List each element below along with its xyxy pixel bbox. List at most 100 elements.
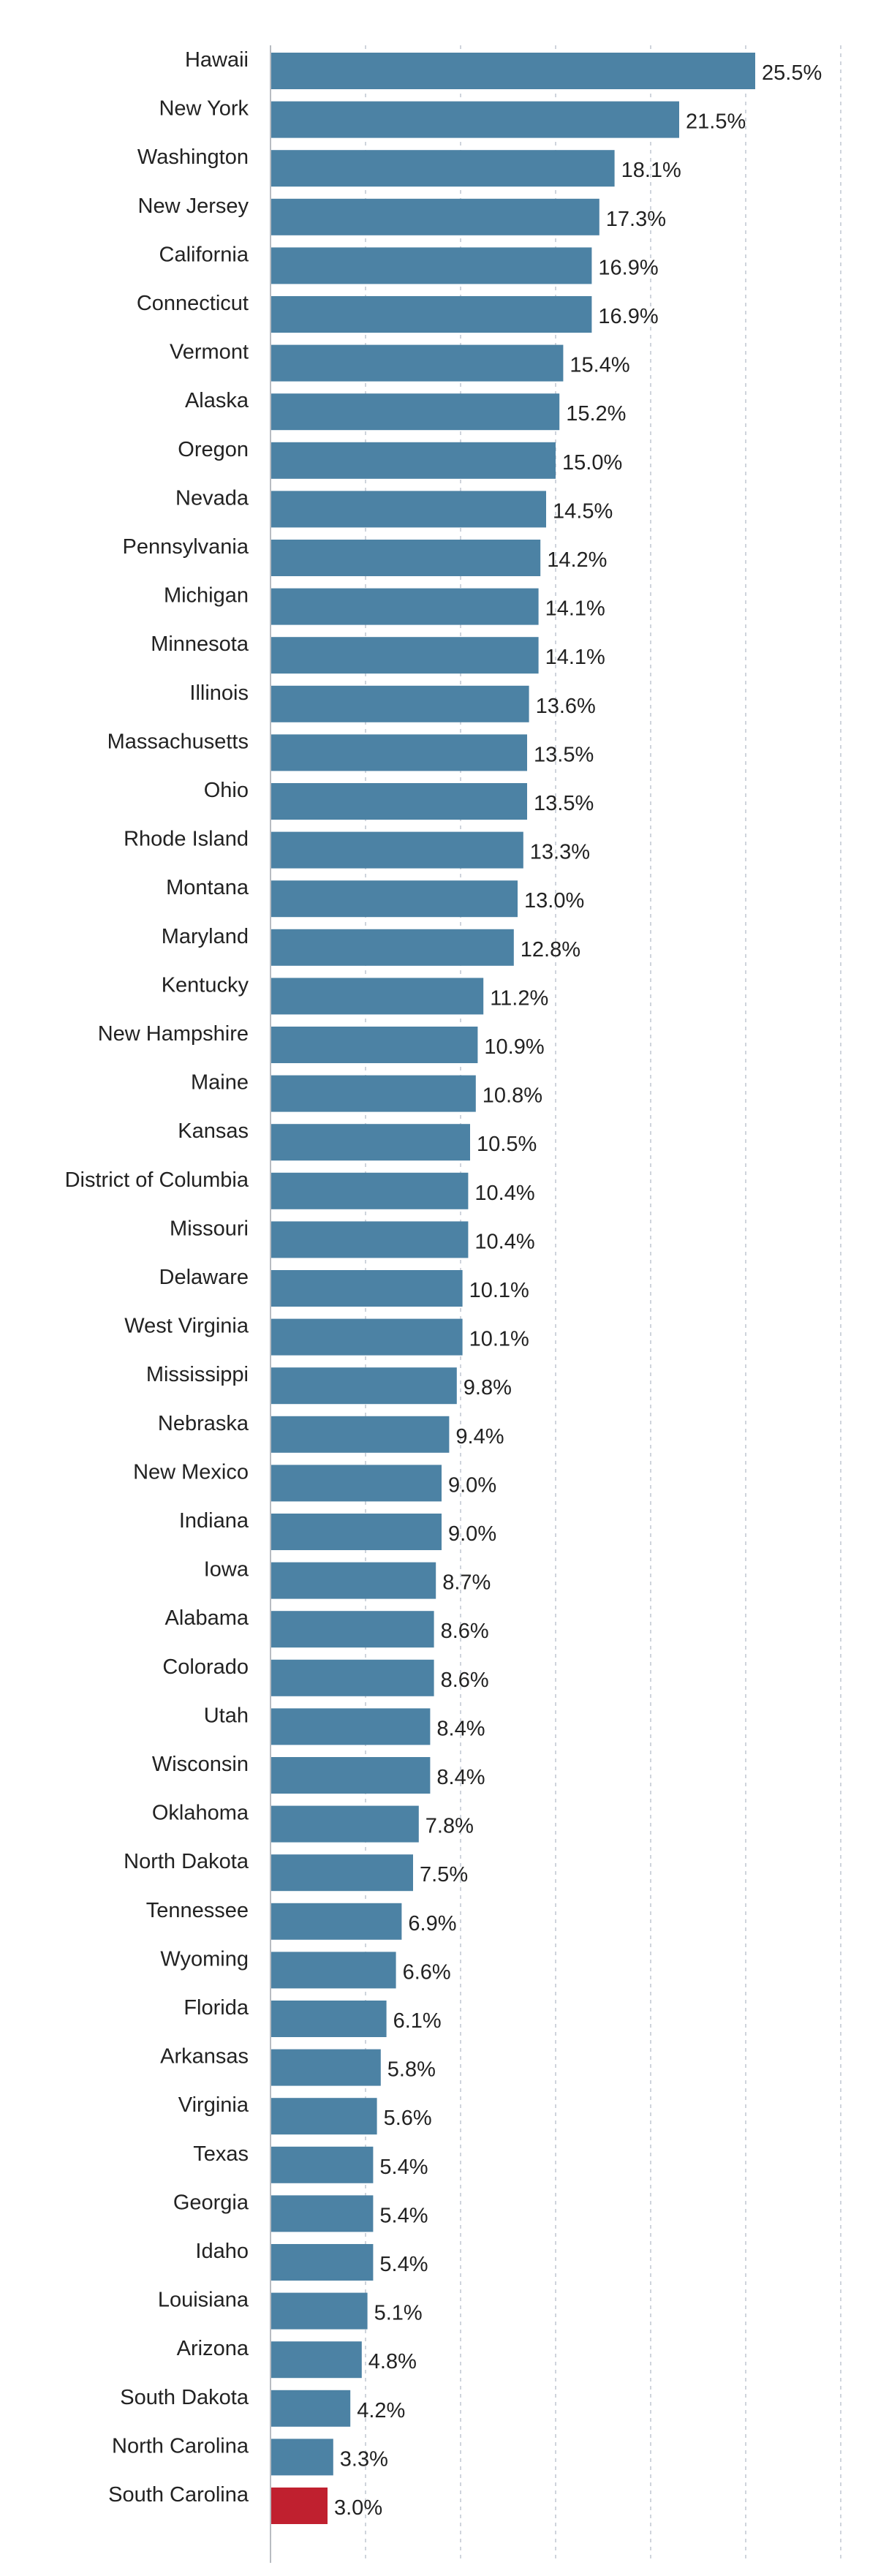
bar xyxy=(271,2439,333,2476)
category-label: Montana xyxy=(166,876,249,899)
value-label: 9.4% xyxy=(455,1425,504,1448)
category-label: North Dakota xyxy=(124,1850,249,1873)
value-label: 10.9% xyxy=(484,1035,544,1059)
category-label: Nebraska xyxy=(158,1412,249,1435)
bar xyxy=(271,296,592,333)
category-label: Utah xyxy=(204,1704,249,1727)
value-label: 9.8% xyxy=(464,1376,512,1400)
bar xyxy=(271,1172,469,1209)
bar xyxy=(271,2195,374,2232)
category-label: West Virginia xyxy=(124,1315,249,1338)
bar xyxy=(271,1367,457,1405)
category-label: Vermont xyxy=(170,341,249,364)
value-label: 25.5% xyxy=(762,61,822,85)
value-label: 3.3% xyxy=(340,2447,388,2471)
value-label: 17.3% xyxy=(606,208,666,231)
bar xyxy=(271,1854,413,1892)
bar xyxy=(271,1465,442,1502)
category-label: Hawaii xyxy=(185,48,249,72)
bar xyxy=(271,53,755,89)
value-label: 7.8% xyxy=(425,1815,474,1838)
value-label: 9.0% xyxy=(448,1473,496,1497)
category-label: California xyxy=(159,243,249,266)
value-label: 15.4% xyxy=(570,354,629,377)
category-label: South Dakota xyxy=(120,2386,249,2409)
value-label: 6.6% xyxy=(403,1960,451,1984)
value-label: 14.5% xyxy=(553,499,613,523)
category-label: New York xyxy=(159,97,249,121)
value-label: 8.4% xyxy=(436,1766,485,1789)
category-label: Kansas xyxy=(178,1119,249,1143)
bar xyxy=(271,1514,442,1550)
bar xyxy=(271,2488,328,2524)
category-label: Mississippi xyxy=(146,1363,249,1386)
value-label: 12.8% xyxy=(521,938,580,962)
category-label: Idaho xyxy=(195,2240,249,2263)
category-label: Washington xyxy=(137,146,249,169)
bar xyxy=(271,734,527,771)
value-label: 8.4% xyxy=(436,1717,485,1740)
bar xyxy=(271,1708,431,1745)
bar xyxy=(271,2049,381,2086)
bar xyxy=(271,2341,362,2379)
bar xyxy=(271,1075,476,1112)
category-label: Pennsylvania xyxy=(123,535,249,559)
bar xyxy=(271,2390,351,2427)
category-label: Virginia xyxy=(178,2093,249,2117)
value-label: 13.5% xyxy=(534,792,594,815)
category-label: Oklahoma xyxy=(152,1802,249,1825)
value-label: 8.6% xyxy=(441,1620,489,1643)
category-label: Louisiana xyxy=(158,2289,249,2312)
bar xyxy=(271,588,539,625)
value-label: 9.0% xyxy=(448,1522,496,1546)
category-label: Arizona xyxy=(177,2337,249,2360)
bar xyxy=(271,1757,431,1794)
value-label: 14.1% xyxy=(545,597,605,621)
value-label: 11.2% xyxy=(490,986,548,1010)
value-label: 10.4% xyxy=(474,1230,534,1253)
category-label: Wisconsin xyxy=(152,1753,249,1776)
bar xyxy=(271,2244,374,2281)
category-label: South Carolina xyxy=(108,2483,249,2507)
category-label: Texas xyxy=(193,2142,249,2166)
value-label: 14.2% xyxy=(547,548,607,572)
bar xyxy=(271,1124,470,1161)
category-label: Rhode Island xyxy=(124,828,249,851)
value-label: 5.6% xyxy=(384,2107,432,2130)
bar xyxy=(271,344,564,382)
value-label: 10.8% xyxy=(483,1084,542,1108)
bar xyxy=(271,442,556,479)
bar xyxy=(271,393,560,431)
category-label: Colorado xyxy=(162,1655,249,1679)
category-label: Florida xyxy=(184,1996,249,2020)
category-label: Wyoming xyxy=(160,1947,249,1971)
bar xyxy=(271,198,599,235)
bar xyxy=(271,2098,377,2135)
bar xyxy=(271,101,679,138)
value-label: 5.8% xyxy=(387,2058,436,2082)
category-label: Maine xyxy=(191,1071,249,1095)
category-label: Connecticut xyxy=(137,292,249,315)
value-label: 5.1% xyxy=(374,2302,423,2325)
bar xyxy=(271,1027,478,1063)
category-label: New Hampshire xyxy=(98,1022,249,1046)
category-label: Maryland xyxy=(162,925,249,948)
bar xyxy=(271,783,527,820)
value-label: 13.0% xyxy=(524,889,584,913)
value-label: 15.0% xyxy=(562,451,622,475)
bar xyxy=(271,1318,463,1356)
bar xyxy=(271,1611,434,1648)
bar xyxy=(271,685,529,722)
value-label: 13.3% xyxy=(530,841,590,864)
value-label: 4.2% xyxy=(357,2399,405,2422)
bar xyxy=(271,1659,434,1696)
value-label: 13.6% xyxy=(536,695,596,718)
category-label: District of Columbia xyxy=(65,1168,249,1192)
value-labels: 25.5% 21.5% 18.1% 17.3% 16.9% 16.9% 15.4% 15.2%… xyxy=(334,61,822,2520)
bar xyxy=(271,831,523,869)
bar xyxy=(271,1416,450,1453)
bar xyxy=(271,247,592,284)
bar xyxy=(271,2001,387,2037)
category-label: Minnesota xyxy=(151,632,249,656)
